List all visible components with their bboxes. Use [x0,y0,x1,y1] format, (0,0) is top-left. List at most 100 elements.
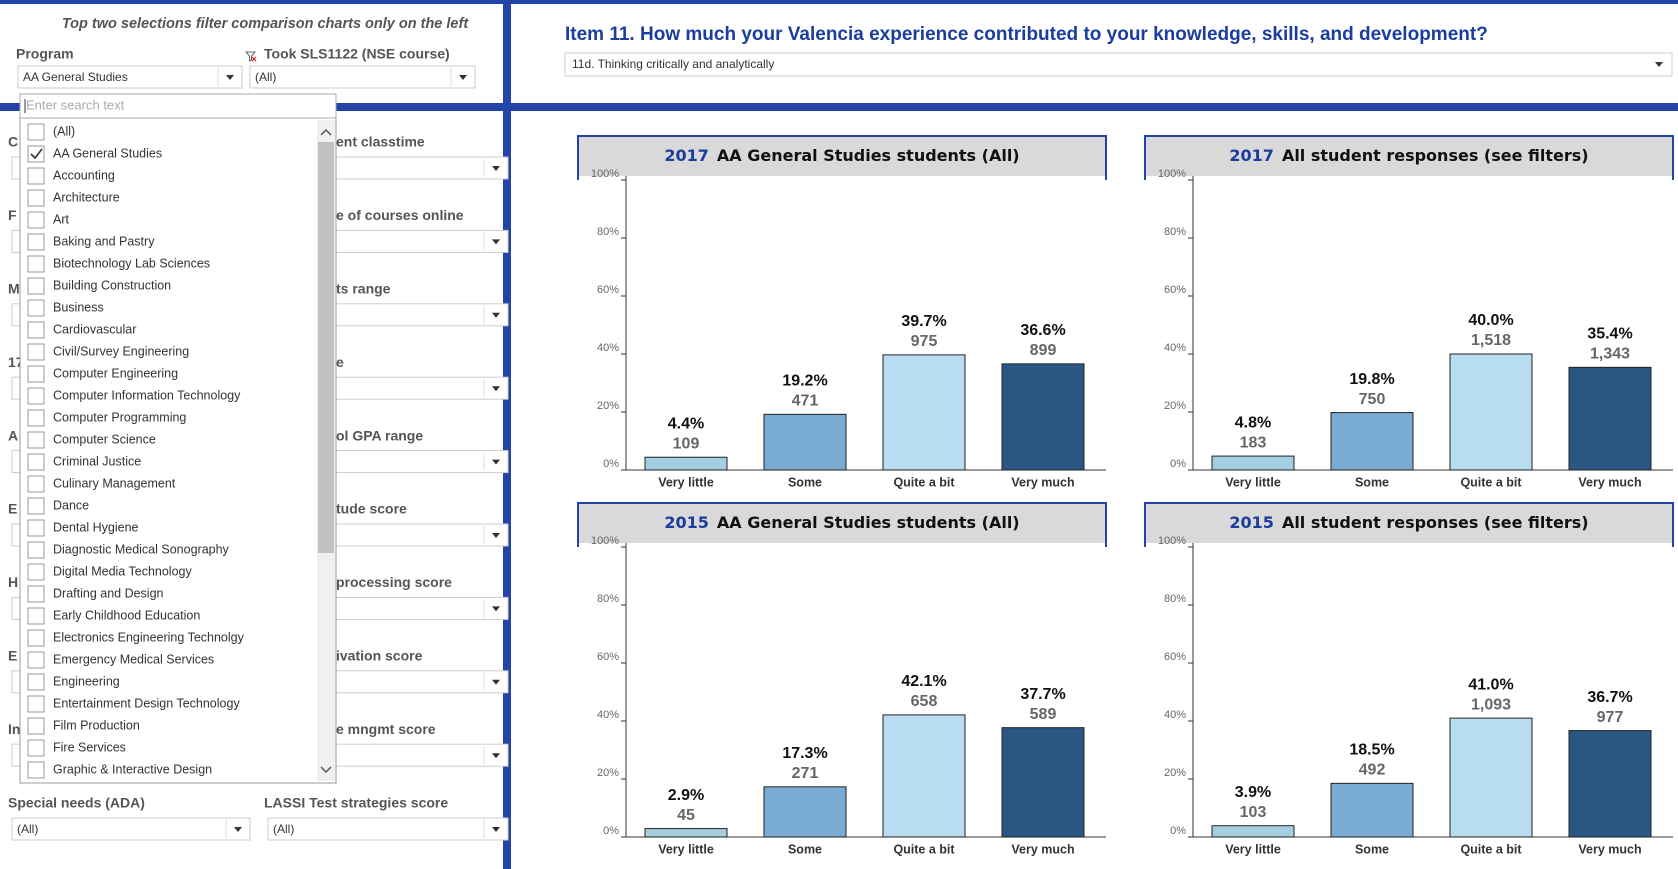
checkbox[interactable] [27,409,45,427]
checkbox[interactable] [27,563,45,581]
list-item[interactable]: Computer Engineering [53,366,178,380]
value-label: 4.8% [1235,414,1271,431]
dropdown[interactable] [249,65,476,89]
chart-title: 2017 AA General Studies students (All) [664,146,1019,165]
count-label: 658 [911,693,938,710]
checkbox[interactable] [27,651,45,669]
list-item[interactable]: Graphic & Interactive Design [53,762,212,776]
checkbox[interactable] [27,431,45,449]
list-item[interactable]: Criminal Justice [53,454,141,468]
list-item[interactable]: Fire Services [53,740,126,754]
checkbox[interactable] [27,585,45,603]
checkbox[interactable] [27,189,45,207]
list-item[interactable]: Engineering [53,674,120,688]
scroll-up[interactable] [320,128,332,136]
chart-header [578,503,1106,543]
bar [1001,727,1085,838]
dropdown-arrow [1655,62,1663,67]
count-label: 589 [1030,706,1057,723]
list-item[interactable]: Computer Information Technology [53,388,241,402]
list-item[interactable]: Diagnostic Medical Sonography [53,542,230,556]
list-item[interactable]: Emergency Medical Services [53,652,214,666]
list-item[interactable]: AA General Studies [53,146,162,160]
scroll-thumb[interactable] [318,142,334,553]
checkbox[interactable] [27,387,45,405]
list-item[interactable]: Computer Programming [53,410,186,424]
checkbox[interactable] [27,717,45,735]
bar [882,714,966,838]
count-label: 899 [1030,342,1057,359]
y-tick-label: 40% [1164,342,1186,354]
list-item[interactable]: Drafting and Design [53,586,164,600]
list-item[interactable]: Digital Media Technology [53,564,192,578]
checkbox[interactable] [27,497,45,515]
list-item[interactable]: Baking and Pastry [53,234,155,248]
checkbox[interactable] [27,695,45,713]
list-item[interactable]: Entertainment Design Technology [53,696,240,710]
checkbox[interactable] [27,167,45,185]
checkbox[interactable] [27,453,45,471]
dropdown-arrow [492,459,500,465]
checkbox[interactable] [27,233,45,251]
checkbox[interactable] [27,629,45,647]
checkbox[interactable] [27,343,45,361]
dropdown[interactable] [11,817,251,841]
list-item[interactable]: Computer Science [53,432,156,446]
chart-title-text: AA General Studies students (All) [717,146,1020,165]
bar [1568,366,1652,471]
chart-title-text: AA General Studies students (All) [717,513,1020,532]
y-tick-label: 80% [1164,226,1186,238]
value-label: 36.6% [1020,322,1065,339]
checkbox[interactable] [27,277,45,295]
checkbox[interactable] [27,145,45,163]
chart-year: 2015 [664,513,709,532]
filter-label: Program [16,46,74,62]
list-item[interactable]: Art [53,212,70,226]
search-box[interactable] [19,93,337,119]
list-item[interactable]: Dance [53,498,89,512]
list-item[interactable]: Cardiovascular [53,322,136,336]
checkbox[interactable] [27,673,45,691]
item-selector[interactable] [564,52,1673,77]
checkbox[interactable] [27,541,45,559]
checkbox[interactable] [27,299,45,317]
x-tick-label: Some [788,842,822,856]
checkbox[interactable] [27,255,45,273]
checkbox[interactable] [27,739,45,757]
list-item[interactable]: Architecture [53,190,120,204]
list-item[interactable]: (All) [53,124,75,138]
bar [1330,782,1414,838]
list-item[interactable]: Building Construction [53,278,171,292]
dropdown[interactable] [267,817,509,841]
chart-year: 2015 [1229,513,1274,532]
scroll-down[interactable] [320,766,332,774]
checkbox[interactable] [27,123,45,141]
y-tick-label: 60% [597,284,619,296]
dropdown[interactable] [17,65,243,89]
list-item[interactable]: Electronics Engineering Technolgy [53,630,245,644]
list-item[interactable]: Culinary Management [53,476,176,490]
checkbox[interactable] [27,519,45,537]
filter-label: e mngmt score [336,721,436,737]
checkbox[interactable] [27,211,45,229]
checkbox[interactable] [27,607,45,625]
list-item[interactable]: Film Production [53,718,140,732]
list-item[interactable]: Early Childhood Education [53,608,200,622]
bar [1211,825,1295,838]
checkbox[interactable] [27,365,45,383]
list-item[interactable]: Accounting [53,168,115,182]
checkbox[interactable] [27,761,45,779]
bar [1330,412,1414,471]
checkbox[interactable] [27,475,45,493]
list-item[interactable]: Business [53,300,104,314]
list-item[interactable]: Biotechnology Lab Sciences [53,256,210,270]
filter-label: processing score [336,574,452,590]
filter-label: E [8,501,17,517]
list-item[interactable]: Dental Hygiene [53,520,139,534]
chart-title: 2017 All student responses (see filters) [1229,146,1588,165]
checkbox[interactable] [27,321,45,339]
x-tick-label: Very much [1011,475,1074,489]
list-item[interactable]: Civil/Survey Engineering [53,344,189,358]
dropdown-arrow [492,312,500,318]
